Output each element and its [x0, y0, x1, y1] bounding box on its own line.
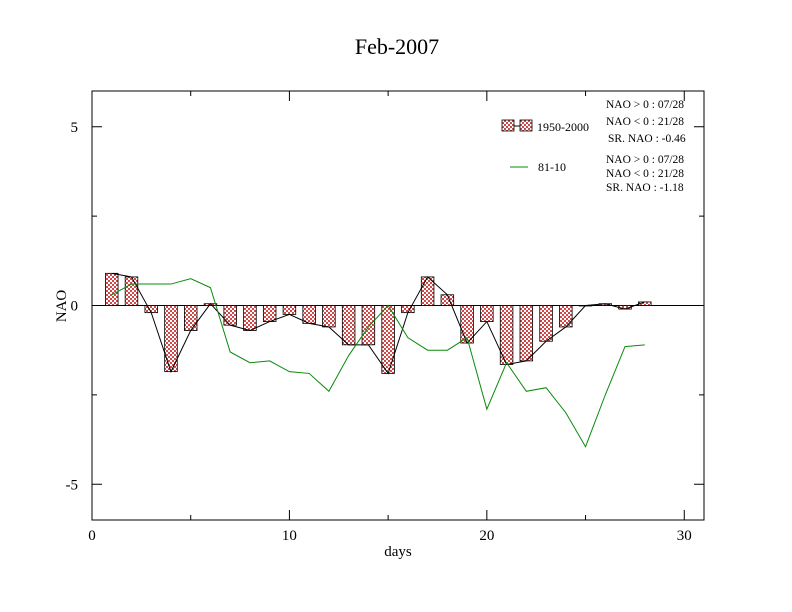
bar-series-connector-line — [111, 272, 645, 375]
stats-1950-2000-positive: NAO > 0 : 07/28 — [606, 99, 684, 111]
stats-81-10-negative: NAO < 0 : 21/28 — [606, 168, 684, 180]
axis-ticks: 0 10 20 30 5 0 -5 — [66, 91, 704, 544]
bar-day-16 — [401, 305, 415, 314]
bar-day-13 — [341, 305, 356, 346]
y-axis-label: NAO — [54, 290, 70, 323]
legend-bar-swatch — [501, 119, 533, 132]
y-tick-label: -5 — [66, 477, 79, 493]
legend-label-1950-2000: 1950-2000 — [537, 120, 589, 134]
stats-81-10-sr: SR. NAO : -1.18 — [606, 182, 684, 194]
bar-series-1950-2000 — [105, 272, 652, 374]
bar-day-18 — [440, 294, 455, 306]
y-tick-label: 0 — [71, 299, 79, 315]
x-tick-label: 10 — [282, 528, 297, 544]
stats-1950-2000-sr: SR. NAO : -0.46 — [608, 133, 686, 145]
bar-day-7 — [223, 305, 237, 326]
x-tick-label: 30 — [677, 528, 692, 544]
bar-day-15 — [381, 305, 395, 374]
bar-day-10 — [282, 305, 297, 315]
bar-day-24 — [559, 305, 573, 328]
bar-day-8 — [243, 305, 257, 331]
bar-day-11 — [302, 305, 316, 324]
bar-day-3 — [144, 305, 158, 314]
bar-day-12 — [322, 305, 336, 328]
bar-day-22 — [519, 305, 534, 362]
bar-day-14 — [361, 305, 376, 346]
y-tick-label: 5 — [71, 120, 79, 136]
line-series-81-10 — [111, 278, 645, 448]
legend: 1950-2000 81-10 NAO > 0 : 07/28 NAO < 0 … — [501, 99, 686, 194]
bar-day-23 — [539, 305, 553, 342]
stats-81-10-positive: NAO > 0 : 07/28 — [606, 154, 684, 166]
legend-label-81-10: 81-10 — [538, 160, 566, 174]
x-tick-label: 20 — [479, 528, 494, 544]
bar-day-1 — [105, 272, 119, 306]
x-axis-label: days — [384, 544, 412, 560]
stats-1950-2000-negative: NAO < 0 : 21/28 — [606, 116, 684, 128]
x-tick-label: 0 — [88, 528, 96, 544]
bar-day-9 — [262, 305, 277, 322]
bar-day-5 — [183, 305, 198, 331]
bar-day-20 — [480, 305, 494, 322]
chart-title: Feb-2007 — [355, 34, 439, 59]
bar-day-2 — [124, 276, 139, 306]
